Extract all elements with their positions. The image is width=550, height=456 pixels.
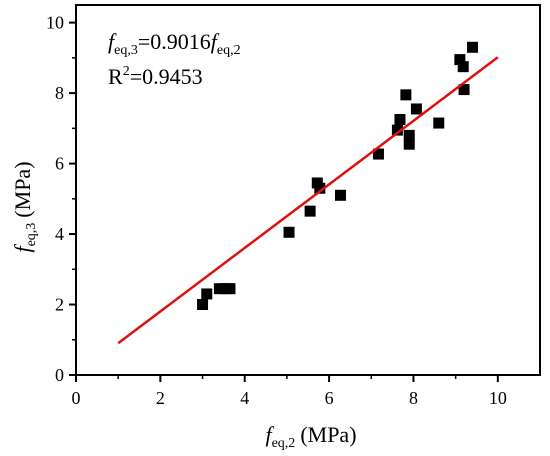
y-tick-label: 2	[55, 295, 64, 315]
data-point	[458, 84, 470, 96]
equation-lhs-symbol: f	[108, 29, 117, 54]
equation-rhs-symbol: f	[211, 29, 220, 54]
equation-lhs-sub: eq,3	[114, 43, 138, 58]
plot-area: 0 2 4 6 8 10 0 2 4 6 8 10	[46, 4, 541, 408]
r-squared-annotation: R2=0.9453	[108, 64, 203, 89]
data-point	[433, 117, 445, 129]
equation-rhs-sub: eq,2	[217, 43, 241, 58]
x-tick-label: 6	[325, 388, 334, 408]
data-point	[457, 61, 469, 73]
r2-value: =0.9453	[130, 64, 203, 89]
x-tick-label: 0	[72, 388, 81, 408]
r2-base: R	[108, 64, 123, 89]
x-axis-label-sub: eq,2	[272, 436, 296, 451]
data-point	[454, 54, 466, 66]
data-points	[197, 41, 479, 311]
data-point	[403, 138, 415, 150]
x-axis-label-symbol: f	[265, 422, 274, 447]
plot-frame	[75, 4, 541, 376]
data-point	[394, 114, 406, 126]
equation-annotation: feq,3=0.9016feq,2	[108, 29, 241, 58]
y-tick-label: 8	[55, 83, 64, 103]
r2-sup: 2	[123, 64, 130, 79]
y-tick-label: 10	[46, 13, 64, 33]
data-point	[283, 226, 295, 238]
y-tick-label: 4	[55, 224, 64, 244]
x-tick-label: 8	[409, 388, 418, 408]
data-point	[213, 283, 225, 295]
data-point	[201, 288, 213, 300]
y-axis-label-symbol: f	[10, 244, 35, 253]
x-axis: 0 2 4 6 8 10	[72, 375, 507, 408]
y-axis: 0 2 4 6 8 10	[46, 13, 76, 385]
y-axis-label: feq,3 (MPa)	[10, 161, 39, 252]
y-tick-label: 6	[55, 154, 64, 174]
equation-rhs: =0.9016	[138, 29, 211, 54]
x-axis-label-unit: (MPa)	[300, 422, 356, 447]
data-point	[304, 205, 316, 217]
data-point	[334, 189, 346, 201]
data-point	[400, 89, 412, 101]
data-point	[197, 299, 209, 311]
data-point	[372, 148, 384, 160]
x-tick-label: 10	[489, 388, 507, 408]
data-point	[467, 41, 479, 53]
data-point	[403, 129, 415, 141]
data-point	[224, 283, 236, 295]
data-point	[314, 182, 326, 194]
y-tick-label: 0	[55, 365, 64, 385]
y-axis-label-sub: eq,3	[24, 223, 39, 247]
data-point	[410, 103, 422, 115]
fit-line	[117, 56, 499, 345]
data-point	[391, 124, 403, 136]
x-tick-label: 4	[240, 388, 249, 408]
x-tick-label: 2	[156, 388, 165, 408]
y-axis-label-unit: (MPa)	[10, 161, 35, 217]
x-axis-label: feq,2 (MPa)	[265, 422, 356, 451]
